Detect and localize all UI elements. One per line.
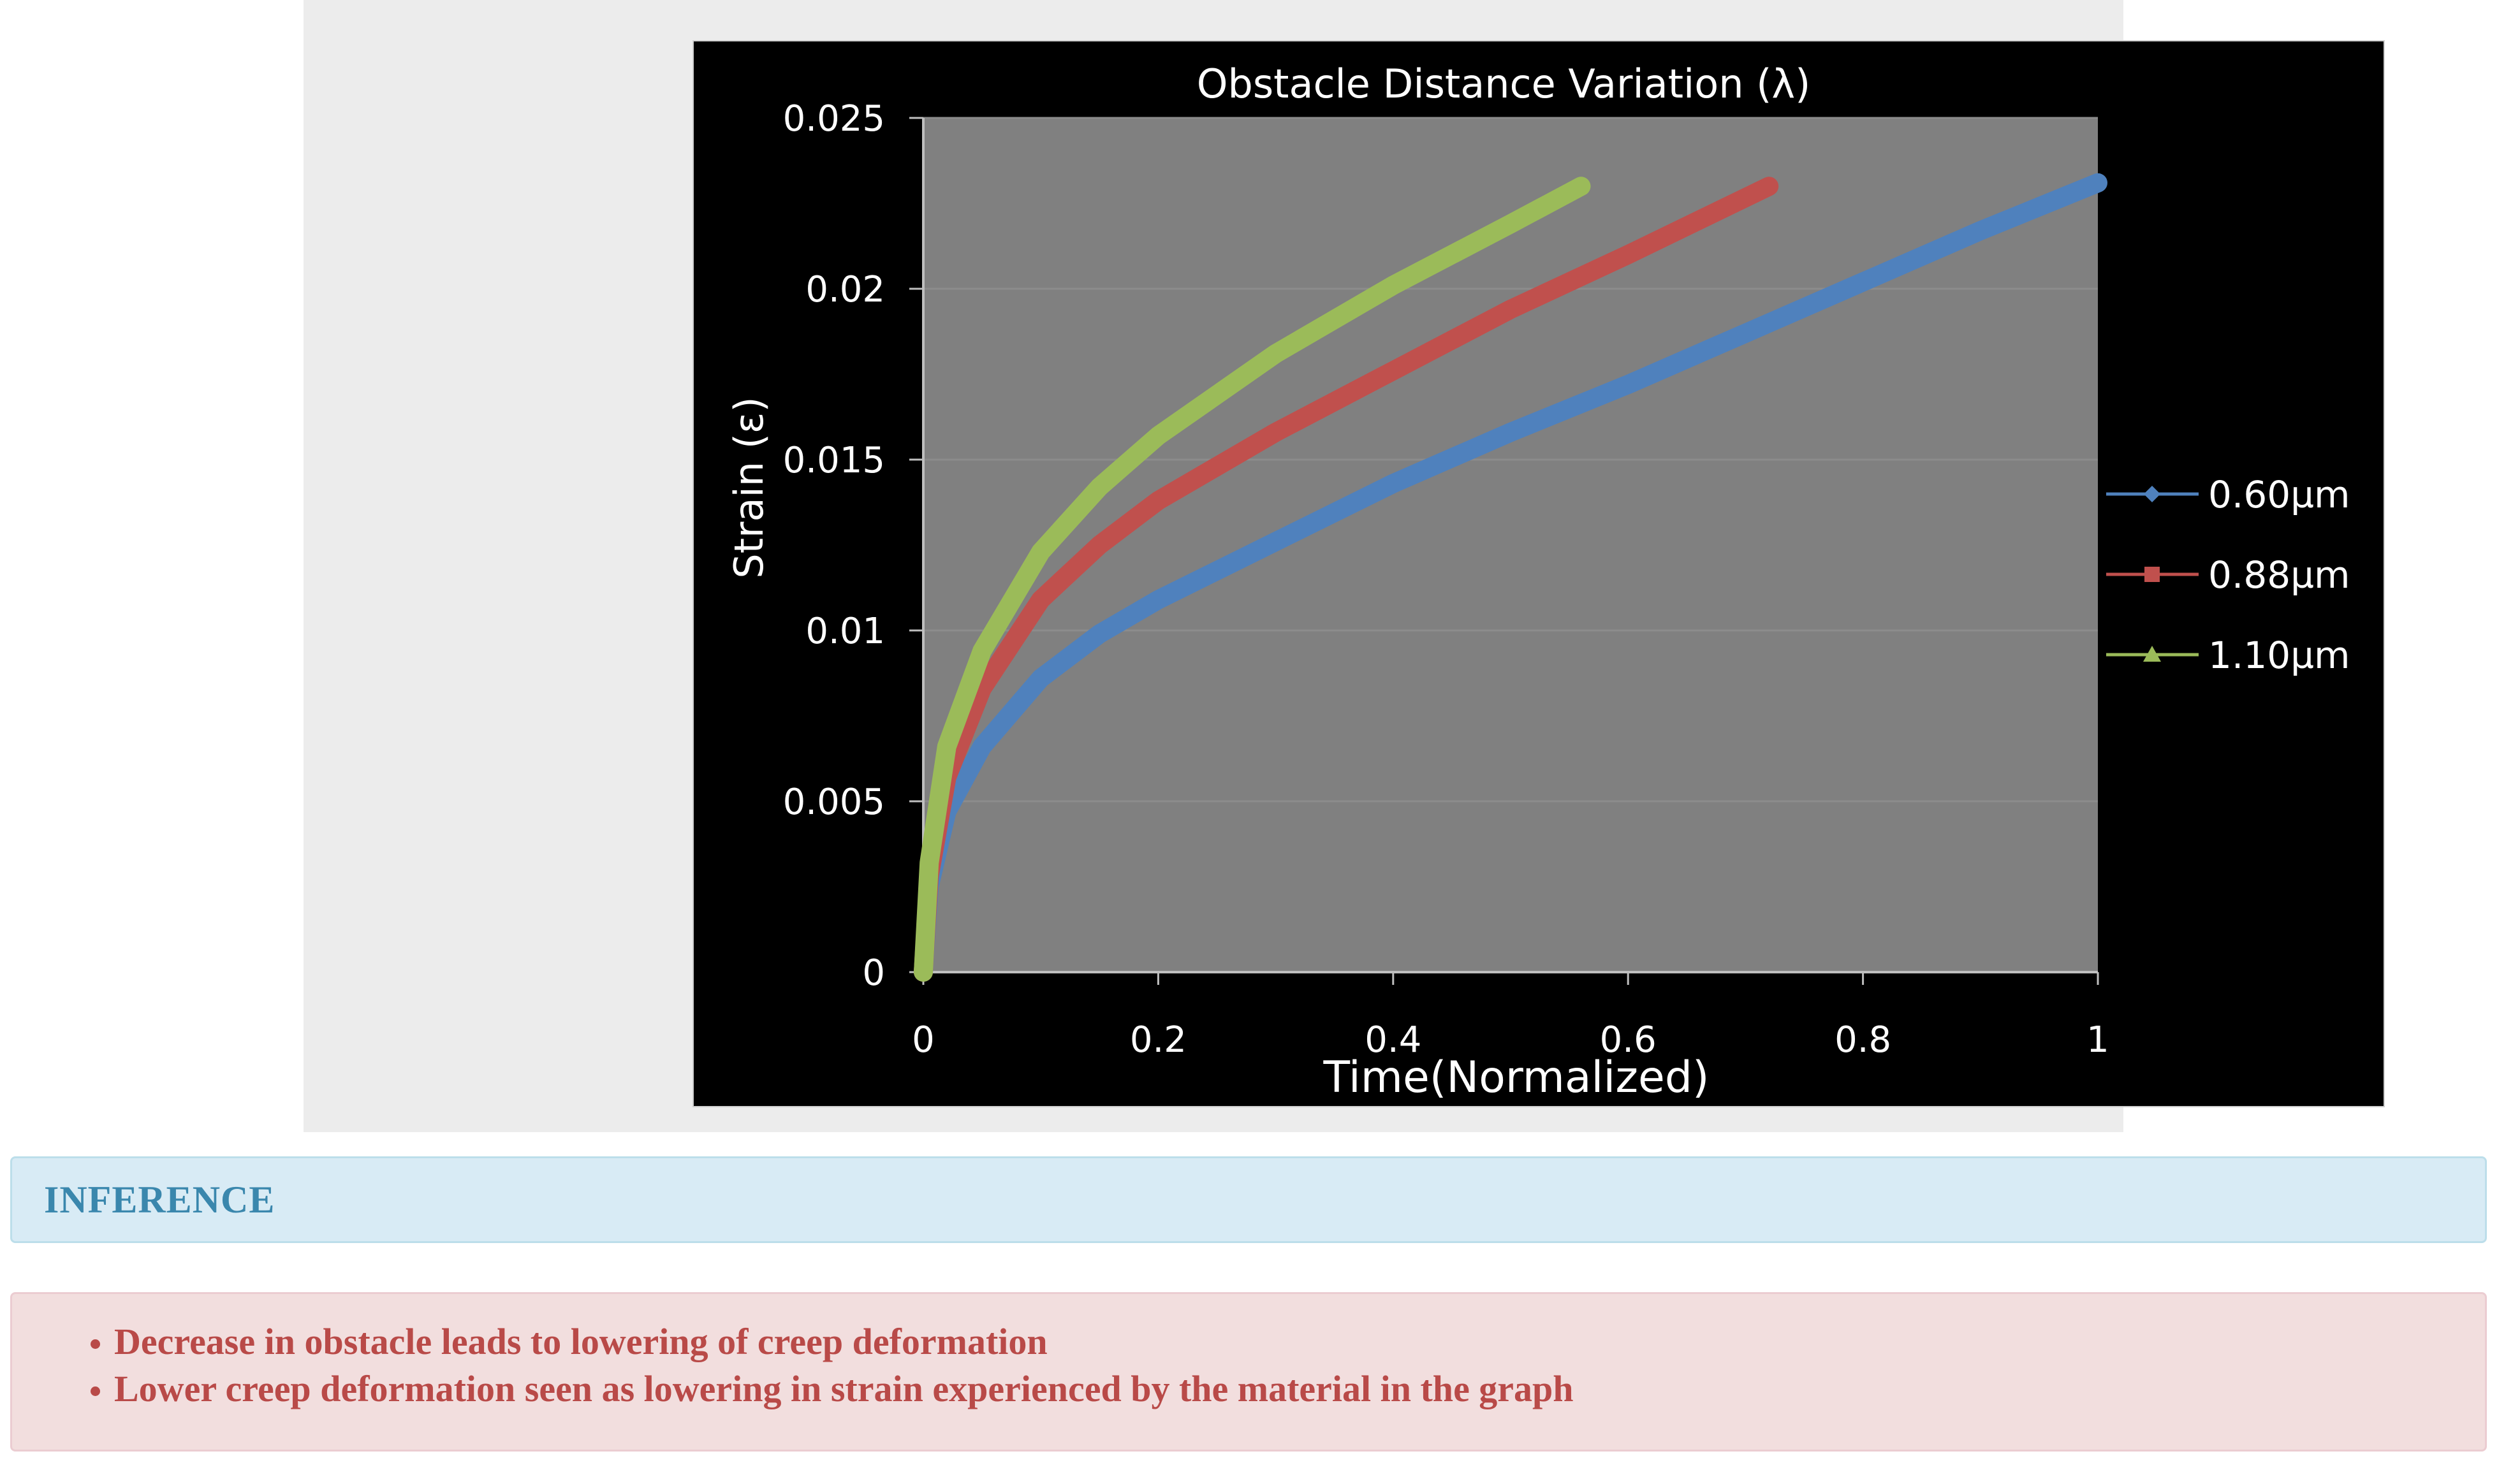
- inference-item: Decrease in obstacle leads to lowering o…: [114, 1318, 2459, 1365]
- series-layer: [914, 173, 2107, 982]
- x-tick-label: 0.4: [1365, 1019, 1421, 1061]
- legend-marker-square: [2144, 567, 2160, 582]
- labels-layer: 0 0.005 0.01 0.015 0.02 0.025 0 0.2 0.4 0.6 0.8 1 Ob…: [726, 61, 2109, 1103]
- y-tick-label: 0.005: [783, 782, 885, 823]
- inference-item: Lower creep deformation seen as lowering…: [114, 1365, 2459, 1413]
- inference-header: INFERENCE: [10, 1156, 2487, 1243]
- inference-list: Decrease in obstacle leads to lowering o…: [38, 1318, 2459, 1413]
- chart-svg: 0 0.005 0.01 0.015 0.02 0.025 0 0.2 0.4 0.6 0.8 1 Ob…: [726, 61, 2350, 1103]
- y-tick-label: 0.01: [805, 611, 885, 652]
- inference-body: Decrease in obstacle leads to lowering o…: [10, 1292, 2487, 1452]
- inference-title: INFERENCE: [44, 1178, 275, 1221]
- x-axis-label: Time(Normalized): [1322, 1052, 1709, 1103]
- legend-item: 0.60µm: [2106, 473, 2350, 516]
- legend-item: 1.10µm: [2106, 634, 2350, 677]
- axes-layer: [909, 117, 2099, 985]
- x-tick-label: 0.6: [1600, 1019, 1657, 1061]
- legend-marker-triangle: [2143, 646, 2161, 662]
- y-tick-label: 0.025: [783, 98, 885, 140]
- y-axis-label: Strain (ε): [726, 397, 772, 578]
- y-tick-label: 0: [862, 952, 885, 994]
- x-tick-label: 0: [912, 1019, 935, 1061]
- chart: 0 0.005 0.01 0.015 0.02 0.025 0 0.2 0.4 0.6 0.8 1 Ob…: [692, 40, 2385, 1107]
- series-line: [914, 177, 1591, 982]
- legend-label: 1.10µm: [2208, 634, 2350, 677]
- legend-label: 0.60µm: [2208, 473, 2350, 516]
- legend-item: 0.88µm: [2106, 553, 2350, 597]
- legend-marker-diamond: [2144, 486, 2160, 502]
- x-tick-label: 0.8: [1835, 1019, 1891, 1061]
- y-tick-label: 0.02: [805, 269, 885, 310]
- x-tick-label: 0.2: [1130, 1019, 1187, 1061]
- legend-label: 0.88µm: [2208, 553, 2350, 597]
- series-line: [914, 173, 2107, 982]
- figure-panel: 0 0.005 0.01 0.015 0.02 0.025 0 0.2 0.4 0.6 0.8 1 Ob…: [304, 0, 2385, 1132]
- chart-title: Obstacle Distance Variation (λ): [1197, 61, 1811, 107]
- x-tick-label: 1: [2086, 1019, 2109, 1061]
- y-tick-label: 0.015: [783, 440, 885, 481]
- legend: 0.60µm 0.88µm 1.10µm: [2106, 473, 2350, 677]
